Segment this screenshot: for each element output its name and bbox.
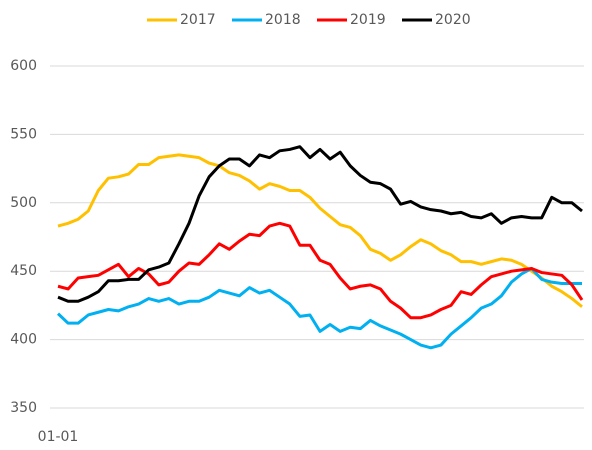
legend-label: 2020 bbox=[435, 12, 471, 28]
y-tick-label: 350 bbox=[10, 400, 37, 416]
x-tick-label: 01-01 bbox=[38, 429, 79, 445]
y-tick-label: 400 bbox=[10, 332, 37, 348]
series-line bbox=[57, 145, 583, 303]
y-tick-label: 500 bbox=[10, 195, 37, 211]
series-line bbox=[56, 266, 582, 350]
y-tick-label: 450 bbox=[10, 263, 37, 279]
y-tick-label: 600 bbox=[10, 58, 37, 74]
legend-label: 2017 bbox=[180, 12, 216, 28]
legend-label: 2019 bbox=[350, 12, 386, 28]
legend-label: 2018 bbox=[265, 12, 301, 28]
y-tick-label: 550 bbox=[10, 126, 37, 142]
series-line bbox=[57, 153, 583, 308]
